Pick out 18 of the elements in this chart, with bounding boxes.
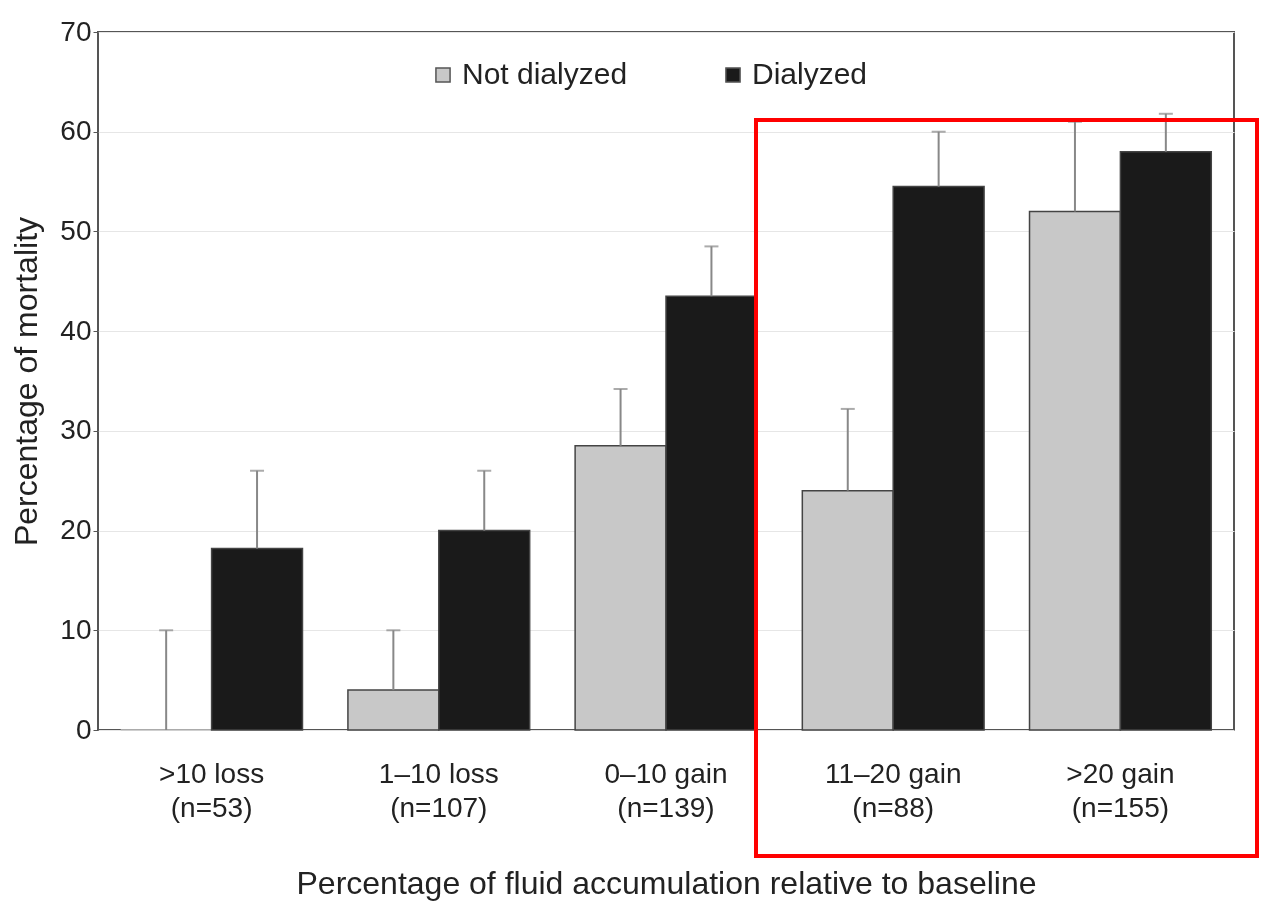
- y-tick-label: 10: [60, 613, 92, 645]
- x-tick-label: 1–10 loss (n=107): [378, 757, 499, 823]
- bar: [210, 547, 304, 731]
- x-tick-label: 0–10 gain (n=139): [604, 757, 728, 823]
- y-tick-label: 0: [75, 713, 92, 745]
- y-tick-label: 70: [60, 15, 92, 47]
- y-tick-label: 50: [60, 214, 92, 246]
- y-axis-title: Percentage of mortality: [8, 216, 45, 547]
- x-axis-title: Percentage of fluid accumulation relative to baseline: [296, 864, 1037, 901]
- y-tick-label: 30: [60, 414, 92, 446]
- y-tick-label: 60: [60, 115, 92, 147]
- y-tick-label: 20: [60, 514, 92, 546]
- legend-label: Dialyzed: [752, 57, 868, 90]
- legend-label: Not dialyzed: [462, 57, 628, 90]
- x-tick-label: >20 gain (n=155): [1066, 757, 1175, 823]
- x-tick-label: 11–20 gain (n=88): [824, 757, 962, 823]
- y-tick-label: 40: [60, 314, 92, 346]
- x-tick-label: >10 loss (n=53): [159, 757, 265, 823]
